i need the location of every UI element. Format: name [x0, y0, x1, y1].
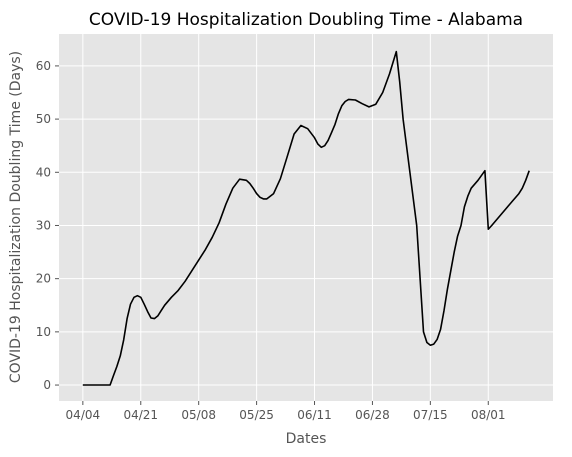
- x-tick-label: 05/08: [181, 408, 216, 422]
- x-tick-label: 06/11: [297, 408, 332, 422]
- x-tick-label: 06/28: [355, 408, 390, 422]
- chart-title: COVID-19 Hospitalization Doubling Time -…: [89, 10, 523, 30]
- plot-background: [59, 34, 553, 401]
- y-tick-label: 60: [36, 59, 51, 73]
- x-tick-label: 05/25: [239, 408, 274, 422]
- x-axis: 04/04 04/21 05/08 05/25 06/11 06/28 07/15 08/01: [66, 401, 506, 422]
- x-tick-label: 04/04: [66, 408, 101, 422]
- y-tick-label: 40: [36, 165, 51, 179]
- grid: [59, 34, 553, 401]
- x-tick-label: 04/21: [123, 408, 158, 422]
- y-axis-label: COVID-19 Hospitalization Doubling Time (…: [8, 51, 24, 383]
- y-tick-label: 50: [36, 112, 51, 126]
- y-axis: 0 10 20 30 40 50 60: [36, 59, 59, 392]
- y-tick-label: 20: [36, 272, 51, 286]
- x-tick-label: 08/01: [471, 408, 506, 422]
- y-tick-label: 30: [36, 218, 51, 232]
- x-tick-label: 07/15: [413, 408, 448, 422]
- y-tick-label: 10: [36, 325, 51, 339]
- x-axis-label: Dates: [286, 431, 327, 447]
- series-line: [82, 50, 530, 386]
- y-tick-label: 0: [43, 378, 51, 392]
